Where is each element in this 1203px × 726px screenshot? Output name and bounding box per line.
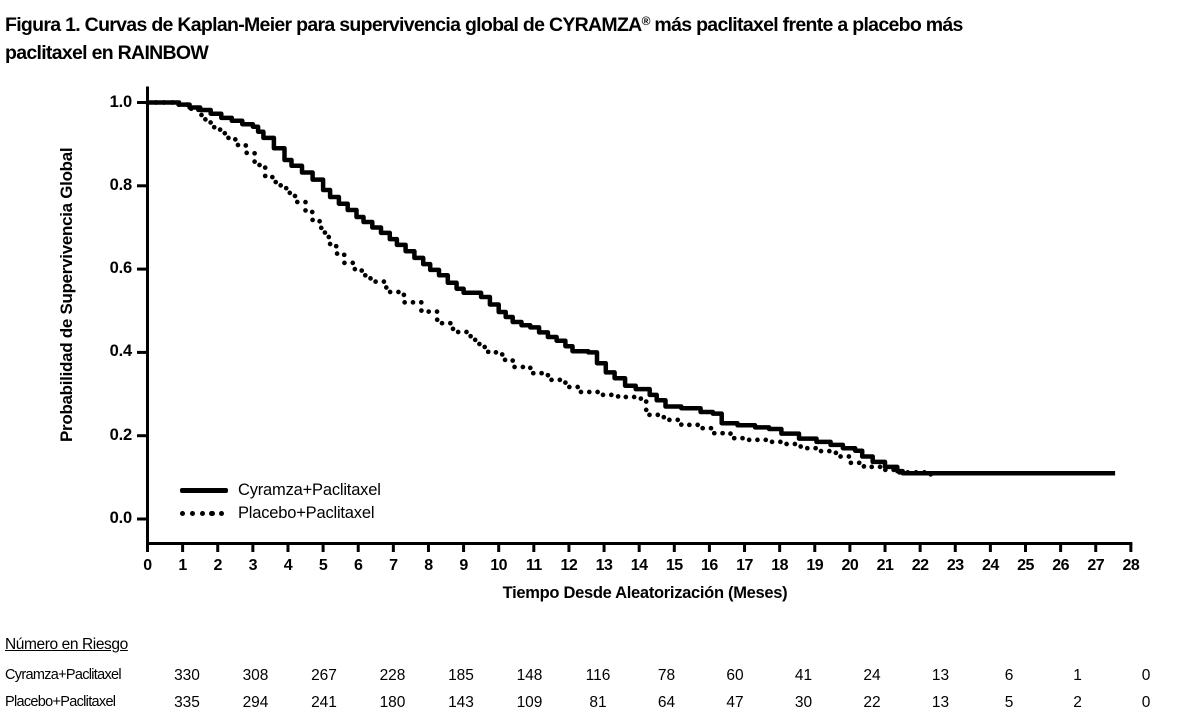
dotted-line-swatch-icon bbox=[180, 510, 228, 517]
risk-count: 22 bbox=[863, 694, 881, 711]
risk-count: 330 bbox=[174, 667, 200, 684]
y-axis-title: Probabilidad de Supervivencia Global bbox=[57, 147, 76, 443]
risk-count: 13 bbox=[931, 694, 950, 711]
risk-count: 24 bbox=[863, 667, 881, 684]
title-text-pre: Figura 1. Curvas de Kaplan-Meier para su… bbox=[5, 14, 642, 36]
risk-count: 0 bbox=[1141, 694, 1151, 711]
y-tick-label: 0.4 bbox=[109, 342, 133, 361]
figure-title: Figura 1. Curvas de Kaplan-Meier para su… bbox=[5, 7, 1195, 67]
y-tick-label: 0.6 bbox=[109, 259, 133, 278]
x-axis-title: Tiempo Desde Aleatorización (Meses) bbox=[502, 584, 788, 602]
x-tick-label: 18 bbox=[771, 557, 789, 574]
x-tick-label: 6 bbox=[354, 557, 363, 574]
legend-label-cyramza: Cyramza+Paclitaxel bbox=[238, 481, 381, 499]
risk-count: 1 bbox=[1073, 667, 1082, 684]
risk-count: 109 bbox=[516, 694, 543, 711]
x-tick-label: 10 bbox=[490, 557, 508, 574]
risk-count: 81 bbox=[589, 694, 607, 711]
risk-count: 60 bbox=[726, 667, 744, 684]
x-tick-label: 27 bbox=[1087, 557, 1105, 574]
x-tick-label: 22 bbox=[911, 557, 929, 574]
x-tick-label: 12 bbox=[560, 557, 578, 574]
risk-count: 241 bbox=[311, 694, 337, 711]
x-tick-label: 0 bbox=[143, 557, 152, 574]
x-tick-label: 13 bbox=[595, 557, 613, 574]
legend-item-cyramza: Cyramza+Paclitaxel bbox=[180, 479, 381, 502]
x-tick-label: 8 bbox=[424, 557, 433, 574]
x-tick-label: 16 bbox=[701, 557, 718, 574]
risk-count: 47 bbox=[726, 694, 744, 711]
risk-count: 78 bbox=[657, 667, 676, 684]
km-curve-placebo bbox=[145, 100, 934, 478]
title-text-post: más paclitaxel frente a placebo más bbox=[649, 14, 963, 36]
x-tick-label: 9 bbox=[459, 557, 468, 574]
x-tick-label: 4 bbox=[283, 557, 293, 574]
x-tick-label: 7 bbox=[389, 557, 398, 574]
risk-count: 148 bbox=[516, 667, 543, 684]
x-tick-label: 19 bbox=[806, 557, 824, 574]
solid-line-swatch-icon bbox=[180, 488, 228, 493]
x-tick-label: 5 bbox=[318, 557, 328, 574]
risk-count: 116 bbox=[585, 667, 611, 684]
risk-count: 0 bbox=[1141, 667, 1151, 684]
kaplan-meier-plot bbox=[137, 86, 1133, 552]
risk-count: 5 bbox=[1004, 694, 1014, 711]
risk-count: 228 bbox=[379, 667, 406, 684]
x-tick-label: 26 bbox=[1052, 557, 1069, 574]
x-tick-label: 28 bbox=[1122, 557, 1140, 574]
risk-row-label-cyramza: Cyramza+Paclitaxel bbox=[5, 667, 122, 683]
x-tick-label: 3 bbox=[248, 557, 258, 574]
x-tick-label: 2 bbox=[213, 557, 223, 574]
legend-label-placebo: Placebo+Paclitaxel bbox=[238, 504, 375, 522]
x-tick-label: 23 bbox=[946, 557, 964, 574]
x-tick-label: 21 bbox=[876, 557, 894, 574]
registered-trademark-symbol: ® bbox=[641, 14, 651, 28]
risk-count: 180 bbox=[379, 694, 406, 711]
risk-count: 308 bbox=[242, 667, 269, 684]
risk-row-label-placebo: Placebo+Paclitaxel bbox=[5, 694, 116, 710]
risk-count: 6 bbox=[1004, 667, 1014, 684]
risk-count: 335 bbox=[174, 694, 200, 711]
x-tick-label: 25 bbox=[1017, 557, 1034, 574]
risk-table-header: Número en Riesgo bbox=[5, 636, 128, 653]
y-tick-label: 1.0 bbox=[109, 92, 133, 111]
risk-count: 143 bbox=[448, 694, 474, 711]
legend: Cyramza+Paclitaxel Placebo+Paclitaxel bbox=[180, 479, 381, 525]
risk-count: 13 bbox=[931, 667, 950, 684]
risk-count: 64 bbox=[657, 694, 676, 711]
risk-count: 41 bbox=[794, 667, 813, 684]
km-curve-cyramza bbox=[147, 100, 1116, 476]
x-tick-label: 15 bbox=[665, 557, 683, 574]
x-tick-label: 17 bbox=[736, 557, 753, 574]
y-tick-label: 0.2 bbox=[109, 425, 133, 444]
x-tick-label: 20 bbox=[841, 557, 859, 574]
risk-count: 267 bbox=[311, 667, 337, 684]
y-tick-label: 0.8 bbox=[109, 175, 133, 194]
y-tick-label: 0.0 bbox=[109, 509, 133, 527]
risk-count: 185 bbox=[448, 667, 474, 684]
x-tick-label: 1 bbox=[178, 557, 187, 574]
legend-item-placebo: Placebo+Paclitaxel bbox=[180, 502, 381, 525]
figure-title-line2: paclitaxel en RAINBOW bbox=[5, 42, 209, 64]
x-tick-label: 11 bbox=[525, 557, 542, 574]
x-tick-label: 24 bbox=[981, 557, 999, 574]
x-tick-label: 14 bbox=[630, 557, 648, 574]
figure-title-line1: Figura 1. Curvas de Kaplan-Meier para su… bbox=[5, 7, 1195, 39]
risk-count: 2 bbox=[1073, 694, 1082, 711]
risk-count: 30 bbox=[794, 694, 813, 711]
risk-count: 294 bbox=[242, 694, 269, 711]
